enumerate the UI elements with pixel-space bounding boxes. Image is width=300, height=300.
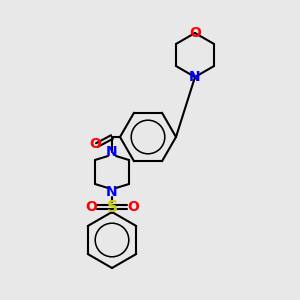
Text: O: O — [189, 26, 201, 40]
Text: S: S — [106, 200, 118, 214]
Text: N: N — [189, 70, 201, 84]
Text: O: O — [127, 200, 139, 214]
Text: N: N — [106, 185, 118, 199]
Text: O: O — [89, 137, 101, 151]
Text: O: O — [85, 200, 97, 214]
Text: N: N — [106, 145, 118, 159]
